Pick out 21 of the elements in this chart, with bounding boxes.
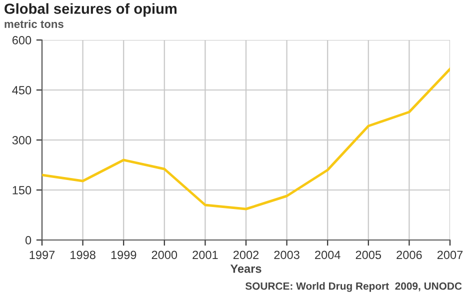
- y-tick-label: 0: [25, 236, 32, 244]
- x-tick-label: 2002: [233, 250, 259, 260]
- x-axis-title: Years: [230, 264, 262, 273]
- x-tick-label: 1999: [111, 250, 136, 260]
- x-tick-label: 1998: [70, 250, 96, 260]
- y-tick-label: 600: [12, 36, 32, 44]
- x-tick-label: 2007: [437, 250, 463, 260]
- y-tick-label: 150: [12, 186, 32, 194]
- chart-title: Global seizures of opium: [4, 3, 176, 17]
- x-tick-label: 2005: [356, 250, 382, 260]
- x-tick-label: 1997: [30, 250, 55, 260]
- y-axis-title: metric tons: [4, 20, 64, 28]
- y-tick-label: 450: [12, 86, 32, 94]
- line-series: [42, 68, 450, 210]
- x-tick-label: 2006: [396, 250, 422, 260]
- x-tick-label: 2000: [152, 250, 178, 260]
- x-tick-label: 2001: [192, 250, 218, 260]
- x-tick-label: 2003: [274, 250, 300, 260]
- x-tick-label: 2004: [315, 250, 340, 260]
- y-tick-label: 300: [12, 136, 32, 144]
- source-note: SOURCE: World Drug Report 2009, UNODC: [245, 282, 462, 292]
